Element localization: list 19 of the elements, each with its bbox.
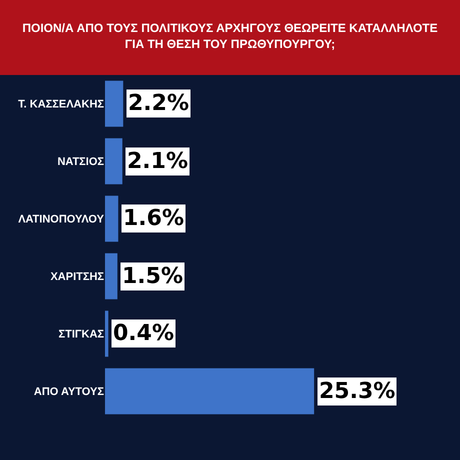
bar — [105, 253, 118, 300]
y-tick-label: ΛΑΤΙΝΟΠΟΥΛΟΥ — [18, 214, 105, 226]
chart-title: ΠΟΙΟΝ/Α ΑΠΟ ΤΟΥΣ ΠΟΛΙΤΙΚΟΥΣ ΑΡΧΗΓΟΥΣ ΘΕΩΡΕΙΤΕ ΚΑΤΑΛΛΗΛΟΤΕ ΓΙΑ ΤΗ ΘΕΣΗ ΤΟΥ ΠΡΩΘΥΠΟΥΡΓΟΥ; — [22, 21, 438, 51]
data-label: 0.4% — [113, 321, 174, 346]
y-tick-label: ΑΠΟ ΑΥΤΟΥΣ — [34, 386, 104, 398]
y-tick-label: ΣΤΙΓΚΑΣ — [58, 328, 104, 341]
y-tick-label: ΝΑΤΣΙΟΣ — [57, 156, 104, 168]
data-label: 2.1% — [127, 149, 188, 174]
data-label: 25.3% — [319, 379, 396, 404]
bar — [105, 80, 124, 127]
data-label: 1.6% — [123, 206, 184, 231]
bar — [105, 196, 118, 242]
data-label: 2.2% — [128, 91, 190, 116]
bar — [105, 310, 108, 357]
y-tick-label: ΧΑΡΙΤΣΗΣ — [50, 271, 104, 284]
y-tick-label: Τ. ΚΑΣΣΕΛΑΚΗΣ — [18, 98, 104, 111]
data-label: 1.5% — [122, 264, 184, 289]
bar — [105, 368, 314, 414]
bar — [105, 138, 122, 184]
